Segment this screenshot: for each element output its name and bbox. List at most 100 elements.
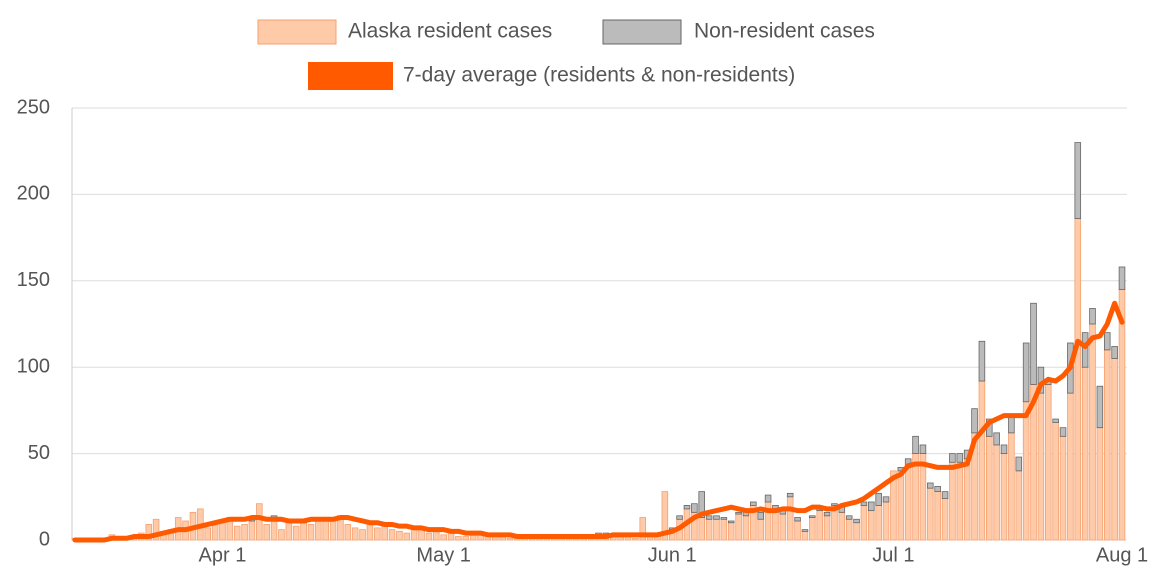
bar-segment xyxy=(779,513,787,541)
bar-segment xyxy=(1074,218,1082,541)
bar-segment xyxy=(912,435,919,455)
bar-segment xyxy=(233,525,241,541)
bar-segment xyxy=(315,518,322,541)
bar-segment xyxy=(1052,422,1059,541)
bar-segment xyxy=(993,432,1000,446)
bar-segment xyxy=(285,522,293,541)
bar-segment xyxy=(300,522,307,541)
bar-segment xyxy=(425,532,433,541)
bar-segment xyxy=(809,517,816,541)
bar-segment xyxy=(742,515,750,541)
bar-segment xyxy=(1015,470,1023,541)
bar-segment xyxy=(1008,432,1015,541)
bar-segment xyxy=(307,524,315,541)
bar-segment xyxy=(735,511,742,515)
bar-segment xyxy=(713,518,720,541)
legend-swatch xyxy=(308,62,393,90)
bar-segment xyxy=(506,537,514,541)
bar-segment xyxy=(963,458,971,541)
legend-swatch xyxy=(602,19,682,45)
bar-segment xyxy=(278,529,285,541)
legend-swatch xyxy=(257,19,337,45)
bar-segment xyxy=(860,505,868,541)
bar-segment xyxy=(1059,435,1067,541)
bar-segment xyxy=(853,522,860,541)
bar-segment xyxy=(226,518,234,541)
bar-segment xyxy=(727,522,735,541)
bar-segment xyxy=(639,517,647,541)
average-line xyxy=(72,300,1125,543)
y-tick-label: 250 xyxy=(17,96,50,118)
bar-segment xyxy=(941,491,949,499)
bar-segment xyxy=(882,496,890,503)
bar-segment xyxy=(1089,308,1096,325)
bar-segment xyxy=(919,444,927,454)
bar-segment xyxy=(949,461,956,541)
bar-segment xyxy=(455,536,462,541)
bar-segment xyxy=(801,529,809,532)
legend-label: Alaska resident cases xyxy=(348,20,552,43)
bar-segment xyxy=(388,529,396,541)
bar-segment xyxy=(934,486,941,493)
bar-segment xyxy=(403,532,411,541)
bar-segment xyxy=(440,534,447,541)
bar-segment xyxy=(786,492,794,498)
bar-segment xyxy=(956,453,964,463)
bar-segment xyxy=(447,532,455,541)
bar-segment xyxy=(1074,142,1082,219)
bar-segment xyxy=(433,530,440,541)
bar-segment xyxy=(735,513,742,541)
bar-segment xyxy=(1081,366,1089,541)
bar-segment xyxy=(993,444,1000,541)
bar-segment xyxy=(263,524,270,541)
bar-segment xyxy=(757,518,764,541)
y-tick-label: 150 xyxy=(17,269,50,291)
bar-segment xyxy=(875,505,882,541)
bar-segment xyxy=(772,511,779,541)
bar-segment xyxy=(145,524,153,541)
bar-segment xyxy=(727,520,735,524)
bar-segment xyxy=(794,517,801,522)
bar-segment xyxy=(720,518,728,541)
bar-segment xyxy=(831,503,838,506)
bar-segment xyxy=(845,515,853,520)
bar-segment xyxy=(986,435,993,541)
bar-segment xyxy=(1096,385,1104,429)
bar-segment xyxy=(978,380,986,541)
x-tick-label: Apr 1 xyxy=(199,544,247,566)
bar-segment xyxy=(1118,266,1126,290)
bar-segment xyxy=(868,501,875,512)
bar-segment xyxy=(1118,289,1126,541)
legend-label: 7-day average (residents & non-residents… xyxy=(403,64,795,87)
bar-segment xyxy=(1052,418,1059,423)
bar-segment xyxy=(1111,358,1118,541)
bar-segment xyxy=(934,491,941,541)
bar-segment xyxy=(396,530,403,541)
bar-segment xyxy=(204,527,211,541)
bar-segment xyxy=(698,517,706,541)
x-tick-label: May 1 xyxy=(416,544,470,566)
bar-segment xyxy=(705,515,713,520)
bar-segment xyxy=(248,520,256,541)
bar-segment xyxy=(1000,444,1008,454)
bar-segment xyxy=(292,525,300,541)
bar-segment xyxy=(683,505,691,510)
bar-segment xyxy=(1067,392,1074,541)
bar-segment xyxy=(750,501,757,506)
bar-segment xyxy=(949,453,956,463)
bar-segment xyxy=(1008,415,1015,434)
x-tick-label: Jul 1 xyxy=(872,544,914,566)
x-tick-label: Aug 1 xyxy=(1096,544,1148,566)
bar-segment xyxy=(344,524,352,541)
bar-segment xyxy=(359,529,366,541)
bar-segment xyxy=(794,520,801,541)
bar-segment xyxy=(1096,427,1104,541)
bar-segment xyxy=(410,529,418,541)
bar-segment xyxy=(241,524,248,541)
bar-segment xyxy=(890,470,897,541)
bar-segment xyxy=(1089,323,1096,541)
bar-segment xyxy=(882,501,890,541)
bar-segment xyxy=(351,527,359,541)
bar-segment xyxy=(941,498,949,541)
